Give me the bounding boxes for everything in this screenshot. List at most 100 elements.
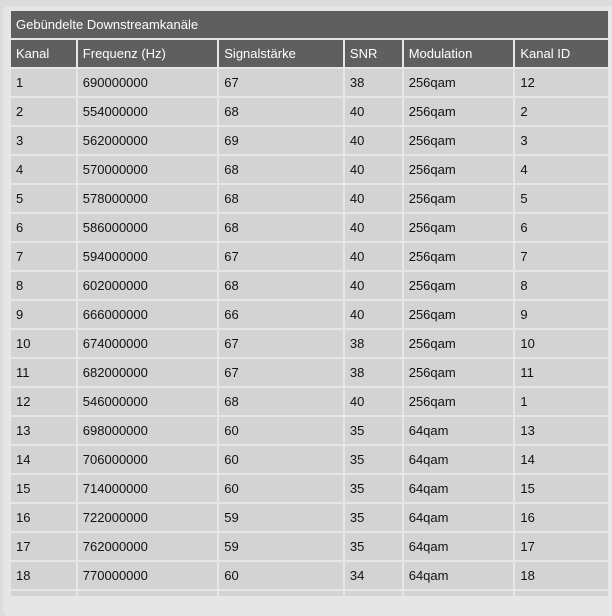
- table-row: 6 586000000 68 40 256qam 6: [11, 214, 608, 241]
- table-cell: [403, 591, 514, 596]
- table-row: 16 722000000 59 35 64qam 16: [11, 504, 608, 531]
- table-cell: 14: [515, 446, 608, 473]
- table-cell: 67: [219, 243, 343, 270]
- table-row: [11, 591, 608, 596]
- table-cell: 34: [344, 562, 402, 589]
- table-cell: 12: [515, 69, 608, 96]
- table-cell: 38: [344, 69, 402, 96]
- table-cell: 674000000: [77, 330, 218, 357]
- table-cell: 5: [11, 185, 76, 212]
- table-cell: 256qam: [403, 388, 514, 415]
- table-cell: 60: [219, 562, 343, 589]
- table-row: 13 698000000 60 35 64qam 13: [11, 417, 608, 444]
- table-cell: 690000000: [77, 69, 218, 96]
- table-cell: 15: [515, 475, 608, 502]
- column-header: Modulation: [403, 40, 514, 67]
- table-cell: 722000000: [77, 504, 218, 531]
- table-header-row: Kanal Frequenz (Hz) Signalstärke SNR Modulat…: [11, 40, 608, 67]
- table-cell: 17: [11, 533, 76, 560]
- table-cell: 69: [219, 127, 343, 154]
- table-cell: 18: [515, 562, 608, 589]
- table-cell: [219, 591, 343, 596]
- table-cell: 64qam: [403, 533, 514, 560]
- table-cell: [77, 591, 218, 596]
- table-cell: 256qam: [403, 301, 514, 328]
- table-cell: 67: [219, 69, 343, 96]
- table-cell: 14: [11, 446, 76, 473]
- table-cell: 594000000: [77, 243, 218, 270]
- table-cell: 60: [219, 446, 343, 473]
- table-cell: 38: [344, 359, 402, 386]
- table-cell: 13: [515, 417, 608, 444]
- table-cell: 256qam: [403, 156, 514, 183]
- table-cell: [344, 591, 402, 596]
- table-cell: 1: [11, 69, 76, 96]
- table-cell: 40: [344, 388, 402, 415]
- table-cell: 35: [344, 504, 402, 531]
- table-cell: 35: [344, 446, 402, 473]
- table-cell: 68: [219, 214, 343, 241]
- table-cell: 554000000: [77, 98, 218, 125]
- table-row: 4 570000000 68 40 256qam 4: [11, 156, 608, 183]
- table-cell: 68: [219, 272, 343, 299]
- table-cell: 64qam: [403, 417, 514, 444]
- table-cell: 59: [219, 533, 343, 560]
- table-cell: 770000000: [77, 562, 218, 589]
- table-cell: 64qam: [403, 504, 514, 531]
- table-cell: 256qam: [403, 185, 514, 212]
- table-cell: 256qam: [403, 127, 514, 154]
- table-row: 12 546000000 68 40 256qam 1: [11, 388, 608, 415]
- table-cell: 40: [344, 127, 402, 154]
- table-title: Gebündelte Downstreamkanäle: [11, 11, 608, 38]
- downstream-table: Kanal Frequenz (Hz) Signalstärke SNR Modulat…: [11, 38, 608, 596]
- table-cell: 10: [515, 330, 608, 357]
- table-cell: 6: [515, 214, 608, 241]
- table-row: 9 666000000 66 40 256qam 9: [11, 301, 608, 328]
- table-cell: 40: [344, 98, 402, 125]
- table-row: 14 706000000 60 35 64qam 14: [11, 446, 608, 473]
- table-cell: 64qam: [403, 475, 514, 502]
- table-cell: 16: [515, 504, 608, 531]
- table-cell: 256qam: [403, 272, 514, 299]
- table-cell: 256qam: [403, 98, 514, 125]
- table-cell: 6: [11, 214, 76, 241]
- table-row: 1 690000000 67 38 256qam 12: [11, 69, 608, 96]
- table-cell: 762000000: [77, 533, 218, 560]
- table-cell: 2: [11, 98, 76, 125]
- table-cell: 698000000: [77, 417, 218, 444]
- table-cell: 602000000: [77, 272, 218, 299]
- table-cell: 546000000: [77, 388, 218, 415]
- table-cell: 60: [219, 417, 343, 444]
- table-cell: [515, 591, 608, 596]
- table-cell: 3: [515, 127, 608, 154]
- table-row: 7 594000000 67 40 256qam 7: [11, 243, 608, 270]
- table-cell: 11: [11, 359, 76, 386]
- table-cell: 18: [11, 562, 76, 589]
- table-cell: 35: [344, 475, 402, 502]
- table-cell: 64qam: [403, 562, 514, 589]
- table-row: 5 578000000 68 40 256qam 5: [11, 185, 608, 212]
- table-cell: 578000000: [77, 185, 218, 212]
- table-cell: 9: [515, 301, 608, 328]
- table-cell: 4: [11, 156, 76, 183]
- table-cell: 40: [344, 185, 402, 212]
- table-cell: 59: [219, 504, 343, 531]
- table-row: 3 562000000 69 40 256qam 3: [11, 127, 608, 154]
- table-cell: 706000000: [77, 446, 218, 473]
- table-cell: 68: [219, 388, 343, 415]
- table-cell: 682000000: [77, 359, 218, 386]
- table-cell: 40: [344, 214, 402, 241]
- table-cell: 8: [11, 272, 76, 299]
- table-cell: 40: [344, 156, 402, 183]
- table-row: 10 674000000 67 38 256qam 10: [11, 330, 608, 357]
- table-cell: 5: [515, 185, 608, 212]
- table-cell: 4: [515, 156, 608, 183]
- table-cell: 40: [344, 243, 402, 270]
- table-cell: 64qam: [403, 446, 514, 473]
- column-header: SNR: [344, 40, 402, 67]
- table-cell: 1: [515, 388, 608, 415]
- table-cell: 562000000: [77, 127, 218, 154]
- table-cell: 256qam: [403, 359, 514, 386]
- table-cell: 586000000: [77, 214, 218, 241]
- table-cell: 2: [515, 98, 608, 125]
